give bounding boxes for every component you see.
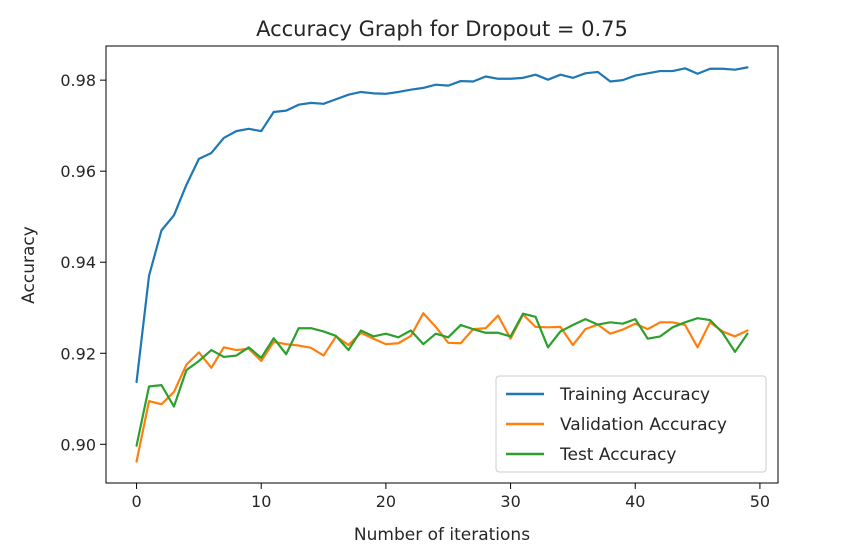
- x-tick-label: 10: [251, 492, 271, 511]
- x-tick-label: 30: [500, 492, 520, 511]
- series-lines: [135, 66, 749, 463]
- axes-frame: [105, 45, 779, 484]
- y-tick-label: 0.98: [60, 71, 96, 90]
- y-tick-label: 0.92: [60, 344, 96, 363]
- legend-label: Test Accuracy: [559, 445, 677, 465]
- legend-label: Training Accuracy: [559, 385, 710, 405]
- legend-box: [495, 375, 767, 473]
- y-axis-title: Accuracy: [19, 226, 39, 304]
- x-tick-label: 50: [750, 492, 770, 511]
- y-tick-label: 0.94: [60, 253, 96, 272]
- plot-area: 0 10 20 30 40 50 0.90 0.92 0.94 0.96 0.98: [60, 45, 779, 511]
- x-axis-title: Number of iterations: [354, 525, 530, 545]
- series-line-test-accuracy: [135, 312, 749, 447]
- x-axis-ticks: 0 10 20 30 40 50: [131, 483, 770, 511]
- x-tick-label: 40: [625, 492, 645, 511]
- x-tick-label: 0: [131, 492, 141, 511]
- y-axis-ticks: 0.90 0.92 0.94 0.96 0.98: [60, 71, 106, 454]
- y-tick-label: 0.96: [60, 162, 96, 181]
- series-line-training-accuracy: [135, 66, 749, 384]
- chart-title: Accuracy Graph for Dropout = 0.75: [256, 17, 628, 41]
- x-tick-label: 20: [376, 492, 396, 511]
- y-tick-label: 0.90: [60, 435, 96, 454]
- legend-label: Validation Accuracy: [560, 415, 727, 435]
- legend: Training Accuracy Validation Accuracy Test…: [495, 375, 767, 473]
